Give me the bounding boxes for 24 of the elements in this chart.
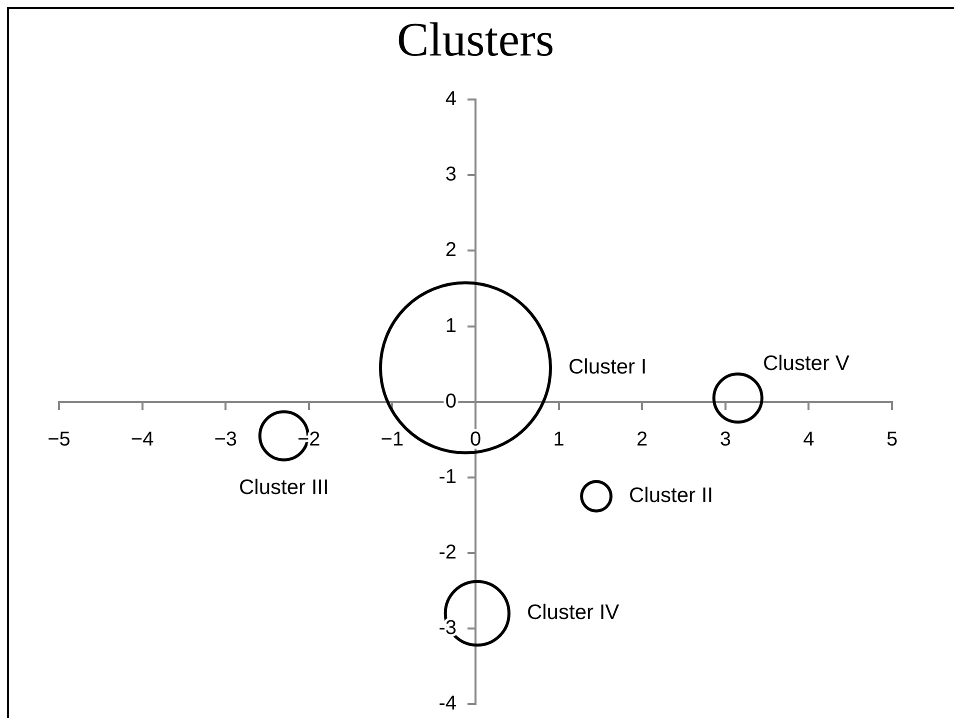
y-tick-label: -1 <box>438 466 456 488</box>
series-label: Cluster I <box>568 356 647 379</box>
series-label: Cluster V <box>762 352 850 376</box>
series-label: Cluster IV <box>526 601 620 624</box>
series-label: Cluster II <box>629 484 714 508</box>
y-tick-label: 3 <box>445 164 456 186</box>
x-tick-label: 0 <box>470 428 482 450</box>
x-tick-label: −4 <box>130 428 154 450</box>
y-tick-label: -4 <box>438 692 456 715</box>
x-tick-label: −5 <box>48 428 70 450</box>
y-tick-label: 0 <box>445 390 456 412</box>
x-tick-label: 3 <box>720 428 731 450</box>
series-label: Cluster III <box>238 476 329 500</box>
x-tick-label: −1 <box>380 428 404 450</box>
y-tick-label: 1 <box>445 314 456 337</box>
x-tick-label: 2 <box>636 428 648 450</box>
x-tick-label: 5 <box>886 428 898 450</box>
x-tick-label: 4 <box>803 428 814 450</box>
y-tick-label: -2 <box>438 541 456 564</box>
x-tick-label: 1 <box>553 428 564 450</box>
x-tick-label: −3 <box>214 428 238 450</box>
y-tick-label: 2 <box>445 239 456 262</box>
y-tick-label: 4 <box>445 88 456 110</box>
chart-title: Clusters <box>396 13 554 66</box>
